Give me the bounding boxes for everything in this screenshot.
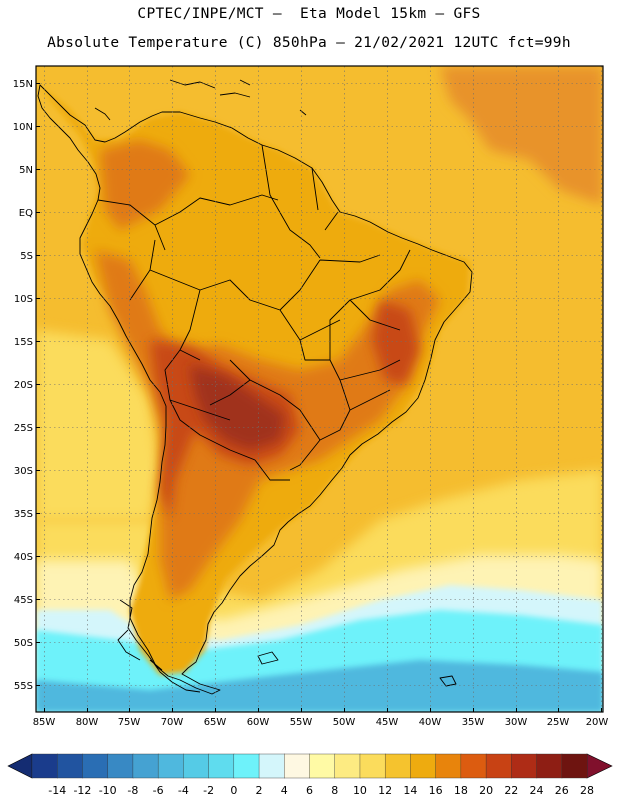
colorbar-cell: [31, 753, 58, 779]
land-hottest-zone: [190, 365, 285, 450]
colorbar-cell: [359, 753, 386, 779]
colorbar-low-arrow: [7, 753, 33, 779]
lat-label: 10S: [14, 294, 33, 305]
colorbar-cell: [334, 753, 361, 779]
lat-label: 15S: [14, 337, 33, 348]
lat-label: 50S: [14, 638, 33, 649]
lon-label: 45W: [376, 717, 399, 728]
coastlines-and-borders: [37, 79, 473, 695]
lon-label: 80W: [76, 717, 99, 728]
lon-ticks: [44, 708, 602, 712]
colorbar-label: 28: [580, 784, 594, 797]
colorbar-cell: [460, 753, 487, 779]
colorbar-label: 2: [256, 784, 263, 797]
colorbar-label: 24: [530, 784, 544, 797]
lon-label: 75W: [118, 717, 141, 728]
colorbar-label: -12: [73, 784, 91, 797]
colorbar-label: 0: [230, 784, 237, 797]
colorbar-label: -8: [127, 784, 138, 797]
colorbar-label: 6: [306, 784, 313, 797]
lon-label: 85W: [33, 717, 56, 728]
lat-label: 40S: [14, 552, 33, 563]
lon-label: 30W: [505, 717, 528, 728]
colorbar-label: 14: [403, 784, 417, 797]
colorbar-cell: [410, 753, 437, 779]
colorbar-cell: [561, 753, 588, 779]
plot-frame: [35, 65, 604, 713]
colorbar-label: -4: [178, 784, 189, 797]
colorbar-label: 16: [429, 784, 443, 797]
colorbar: -14 -12 -10 -8 -6 -4 -2 0 2 4 6 8 10 12 14 16 18 20 22 24 26…: [7, 753, 613, 797]
colorbar-cell: [536, 753, 563, 779]
lon-label: 35W: [462, 717, 485, 728]
lat-label: 55S: [14, 681, 33, 692]
lon-label: 25W: [547, 717, 570, 728]
colorbar-cell: [208, 753, 235, 779]
map-subtitle: Absolute Temperature (C) 850hPa – 21/02/…: [47, 35, 571, 51]
map-title: CPTEC/INPE/MCT – Eta Model 15km – GFS: [137, 6, 481, 22]
grid-lines: [36, 66, 603, 712]
lat-label: 45S: [14, 595, 33, 606]
nw-atlantic-warm-zone: [440, 66, 603, 205]
colorbar-cell: [258, 753, 285, 779]
polar-zone: [36, 660, 603, 712]
lat-label: 5S: [20, 251, 33, 262]
temperature-field: [36, 66, 603, 712]
colorbar-cell: [233, 753, 260, 779]
lat-label: 30S: [14, 466, 33, 477]
colorbar-label: 18: [454, 784, 468, 797]
colorbar-cell: [57, 753, 84, 779]
colorbar-cell: [384, 753, 412, 779]
colorbar-cell: [82, 753, 109, 779]
colorbar-label: -14: [48, 784, 66, 797]
continent-outline: [37, 84, 473, 695]
colorbar-cell: [132, 753, 159, 779]
land-hotter-zone: [372, 300, 420, 385]
colorbar-cell: [284, 753, 311, 779]
colorbar-label: 12: [378, 784, 392, 797]
land-hot-zone: [100, 140, 190, 230]
lat-label: 15N: [13, 79, 33, 90]
southern-islands: [117, 599, 457, 693]
colorbar-label: -2: [203, 784, 214, 797]
colorbar-label: 8: [331, 784, 338, 797]
lon-label: 60W: [247, 717, 270, 728]
colorbar-label: 10: [353, 784, 367, 797]
colorbar-cell: [157, 753, 184, 779]
colorbar-label: 22: [504, 784, 518, 797]
colorbar-high-arrow: [586, 753, 613, 779]
pacific-mid-zone: [36, 330, 160, 520]
lon-label: 55W: [290, 717, 313, 728]
colorbar-cell: [309, 753, 336, 779]
lon-label: 70W: [161, 717, 184, 728]
lon-label: 65W: [204, 717, 227, 728]
caribbean-islands: [94, 79, 307, 121]
lon-label: 50W: [333, 717, 356, 728]
country-borders: [97, 144, 411, 481]
lon-label: 40W: [419, 717, 442, 728]
colorbar-cell: [107, 753, 134, 779]
lat-label: 25S: [14, 423, 33, 434]
colorbar-label: 4: [281, 784, 288, 797]
lat-label: 5N: [19, 165, 33, 176]
colorbar-label: -6: [153, 784, 164, 797]
colorbar-cell: [485, 753, 512, 779]
colorbar-cell: [435, 753, 462, 779]
colorbar-label: -10: [99, 784, 117, 797]
lat-ticks: [36, 83, 40, 686]
lat-label: 35S: [14, 509, 33, 520]
colorbar-cell: [511, 753, 538, 779]
lat-label: 10N: [13, 122, 33, 133]
lat-label: 20S: [14, 380, 33, 391]
colorbar-label: 26: [555, 784, 569, 797]
colorbar-cell: [183, 753, 210, 779]
lon-label: 20W: [586, 717, 609, 728]
lat-label: EQ: [19, 208, 33, 219]
colorbar-label: 20: [479, 784, 493, 797]
